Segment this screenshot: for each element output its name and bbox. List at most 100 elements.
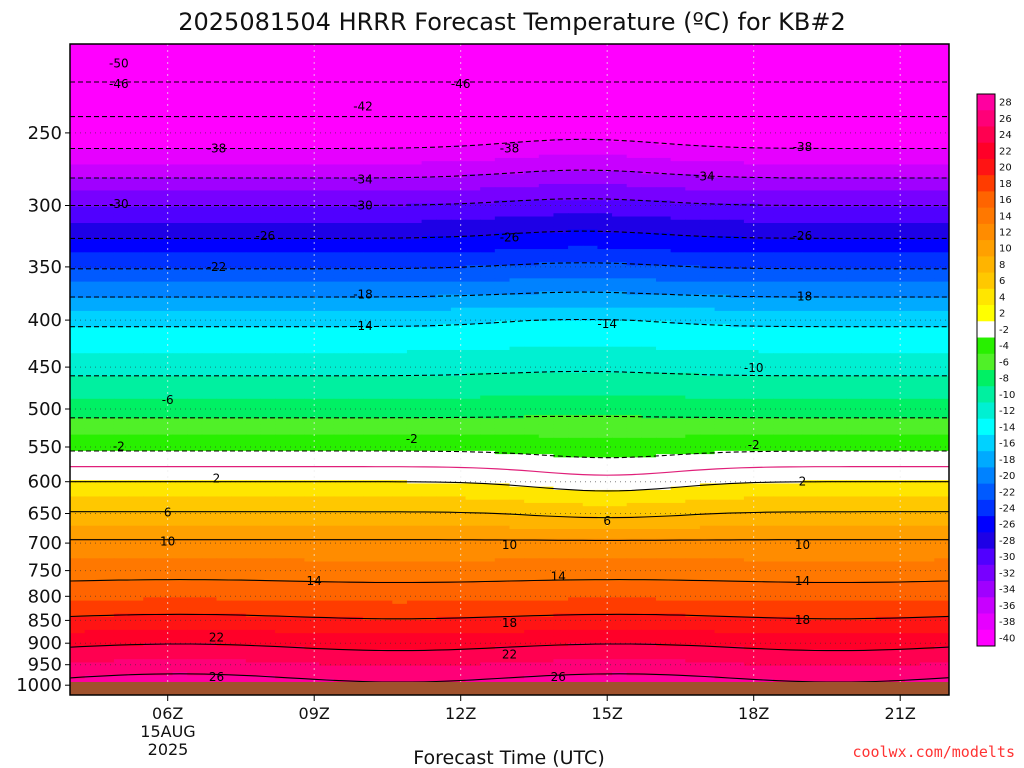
color-band-cell <box>729 210 745 214</box>
color-band-cell <box>450 154 467 159</box>
color-band-cell <box>524 99 540 104</box>
color-band-cell <box>319 83 335 87</box>
color-band-cell <box>260 203 276 208</box>
color-band-cell <box>656 151 672 156</box>
color-band-cell <box>919 86 935 91</box>
color-band-cell <box>465 144 481 149</box>
color-band-cell <box>641 167 657 172</box>
color-band-cell <box>656 154 672 159</box>
color-band-cell <box>758 112 774 117</box>
color-band-cell <box>363 122 379 126</box>
color-band-cell <box>450 105 467 110</box>
color-band-cell <box>333 193 349 198</box>
color-band-cell <box>363 92 379 97</box>
color-band-cell <box>699 89 716 94</box>
color-band-cell <box>699 86 716 91</box>
color-band-cell <box>699 122 716 126</box>
color-band-cell <box>685 122 701 126</box>
color-band-cell <box>582 190 598 195</box>
color-band-cell <box>612 122 628 126</box>
color-band-cell <box>436 200 452 205</box>
color-band-cell <box>436 112 452 117</box>
color-band-cell <box>128 112 144 117</box>
color-band-cell <box>758 170 774 175</box>
color-band-cell <box>831 109 848 113</box>
color-band-cell <box>128 174 144 179</box>
color-band-cell <box>919 206 935 211</box>
color-band-cell <box>143 157 159 162</box>
color-band-cell <box>143 190 159 195</box>
color-band-cell <box>187 53 203 58</box>
color-band-cell <box>568 60 584 65</box>
color-band-cell <box>275 135 291 139</box>
color-band-cell <box>817 216 833 221</box>
color-band-cell <box>787 180 804 185</box>
color-band-cell <box>743 112 760 117</box>
color-band-cell <box>260 66 276 71</box>
color-band-cell <box>729 154 745 159</box>
color-band-cell <box>905 154 921 159</box>
color-band-cell <box>260 183 276 188</box>
color-band-cell <box>729 177 745 182</box>
color-band-cell <box>436 131 452 136</box>
color-band-cell <box>846 66 862 71</box>
color-band-cell <box>524 151 540 156</box>
color-band-cell <box>465 83 481 87</box>
color-band-cell <box>934 83 949 87</box>
color-band-cell <box>319 219 335 224</box>
color-band-cell <box>802 92 818 97</box>
color-band-cell <box>919 122 935 126</box>
color-band-cell <box>846 115 862 120</box>
color-band-cell <box>245 203 262 208</box>
color-band-cell <box>157 83 174 87</box>
color-band-cell <box>509 83 525 87</box>
color-band-cell <box>524 102 540 107</box>
color-band-cell <box>172 141 188 146</box>
color-band-cell <box>787 135 804 139</box>
color-band-cell <box>831 89 848 94</box>
color-band-cell <box>861 131 877 136</box>
color-band-cell <box>787 112 804 117</box>
color-band-cell <box>201 164 218 169</box>
color-band-cell <box>787 63 804 68</box>
color-band-cell <box>377 99 393 104</box>
color-band-cell <box>304 70 320 74</box>
color-band-cell <box>714 193 730 198</box>
color-band-cell <box>743 138 760 143</box>
color-band-cell <box>714 161 730 166</box>
color-band-cell <box>319 125 335 130</box>
color-band-cell <box>890 63 906 68</box>
color-band-cell <box>670 47 686 52</box>
color-band-cell <box>758 102 774 107</box>
color-band-cell <box>275 157 291 162</box>
color-band-cell <box>626 180 642 185</box>
color-band-cell <box>143 180 159 185</box>
color-band-cell <box>436 63 452 68</box>
color-band-cell <box>890 151 906 156</box>
color-band-cell <box>612 190 628 195</box>
color-band-cell <box>524 96 540 100</box>
color-band-cell <box>568 63 584 68</box>
color-band-cell <box>787 92 804 97</box>
color-band-cell <box>934 115 949 120</box>
color-band-cell <box>934 138 949 143</box>
color-band-cell <box>260 148 276 153</box>
color-band-cell <box>787 193 804 198</box>
color-band-cell <box>377 63 393 68</box>
color-band-cell <box>99 216 115 221</box>
color-band-cell <box>612 161 628 166</box>
color-band-cell <box>363 115 379 120</box>
color-band-cell <box>582 151 598 156</box>
color-band-cell <box>99 154 115 159</box>
color-band-cell <box>480 83 496 87</box>
color-band-cell <box>245 167 262 172</box>
color-band-cell <box>685 177 701 182</box>
color-band-cell <box>802 86 818 91</box>
color-band-cell <box>421 112 437 117</box>
color-band-cell <box>172 112 188 117</box>
color-band-cell <box>348 60 364 65</box>
color-band-cell <box>480 125 496 130</box>
color-band-cell <box>275 219 291 224</box>
color-band-cell <box>421 216 437 221</box>
color-band-cell <box>436 135 452 139</box>
